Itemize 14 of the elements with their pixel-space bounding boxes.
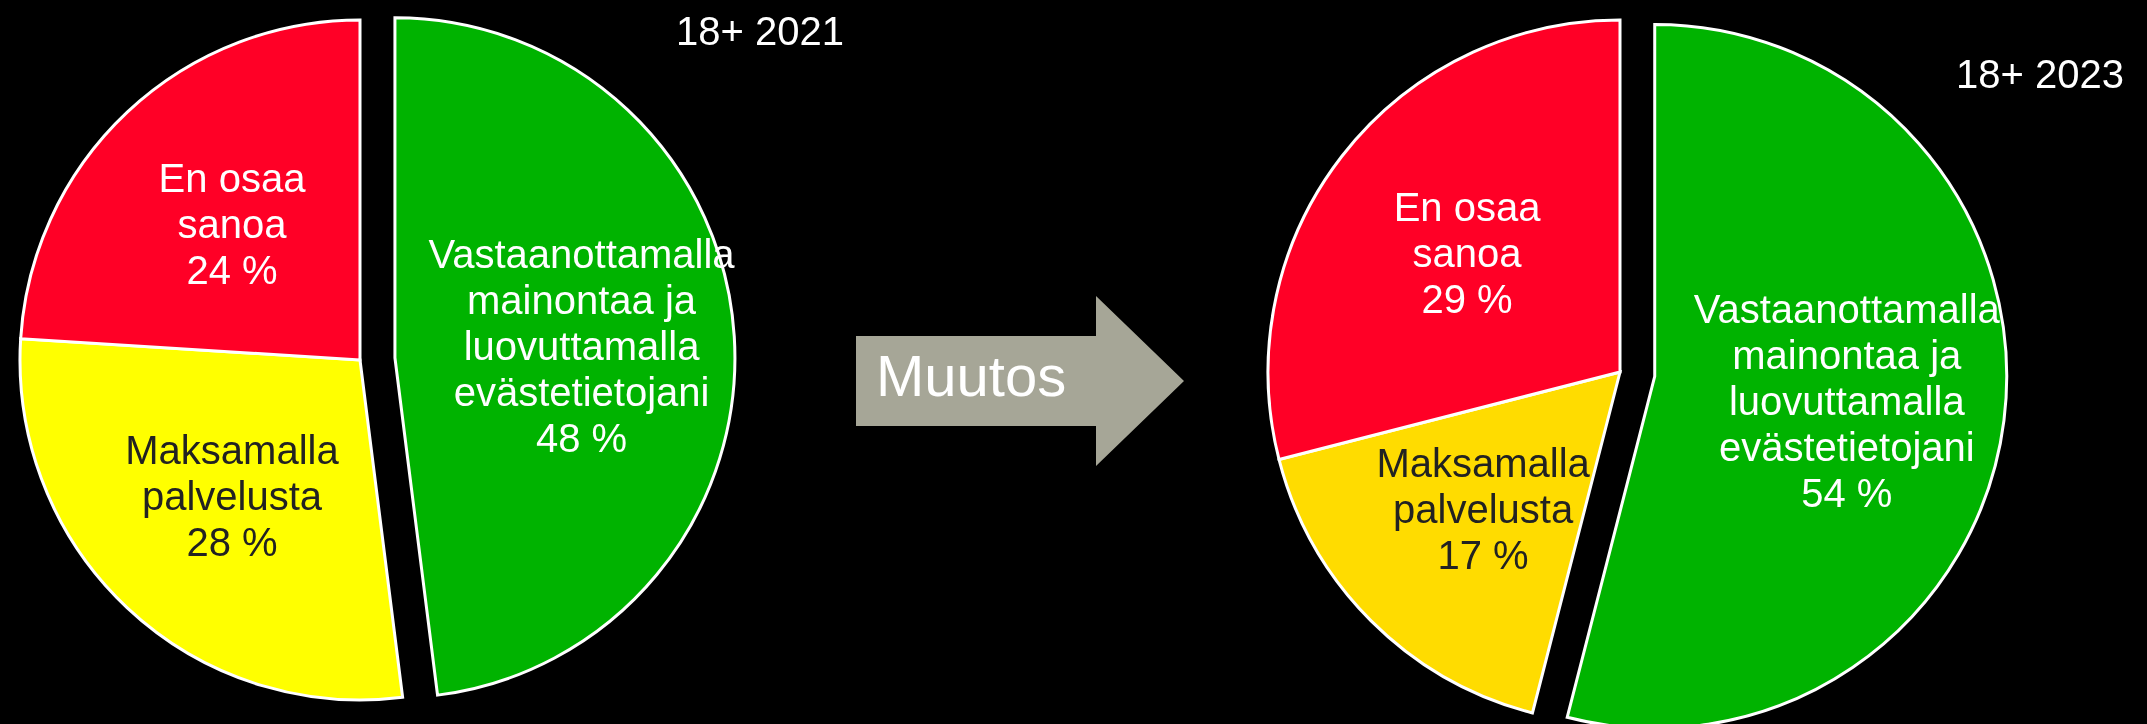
- slice-label: Maksamalla palvelusta: [1376, 440, 1591, 531]
- text: 18+ 2023: [1956, 52, 2124, 96]
- chart-title: 18+ 2021: [676, 9, 844, 53]
- data-label: 24 %: [186, 247, 278, 292]
- slice-label: En osaa sanoa: [1393, 185, 1542, 276]
- slice-label: Maksamalla palvelusta: [125, 428, 340, 519]
- data-label: 17 %: [1437, 532, 1529, 577]
- data-label: 29 %: [1421, 277, 1513, 322]
- slice-label: Vastaanottamalla mainontaa ja luovuttamalla evästetietojani: [1693, 286, 2001, 469]
- text: Muutos: [876, 343, 1067, 408]
- data-label: 28 %: [186, 520, 278, 565]
- data-label: 54 %: [1801, 470, 1893, 515]
- slice-label: En osaa sanoa: [158, 155, 307, 246]
- data-label: 48 %: [535, 416, 628, 461]
